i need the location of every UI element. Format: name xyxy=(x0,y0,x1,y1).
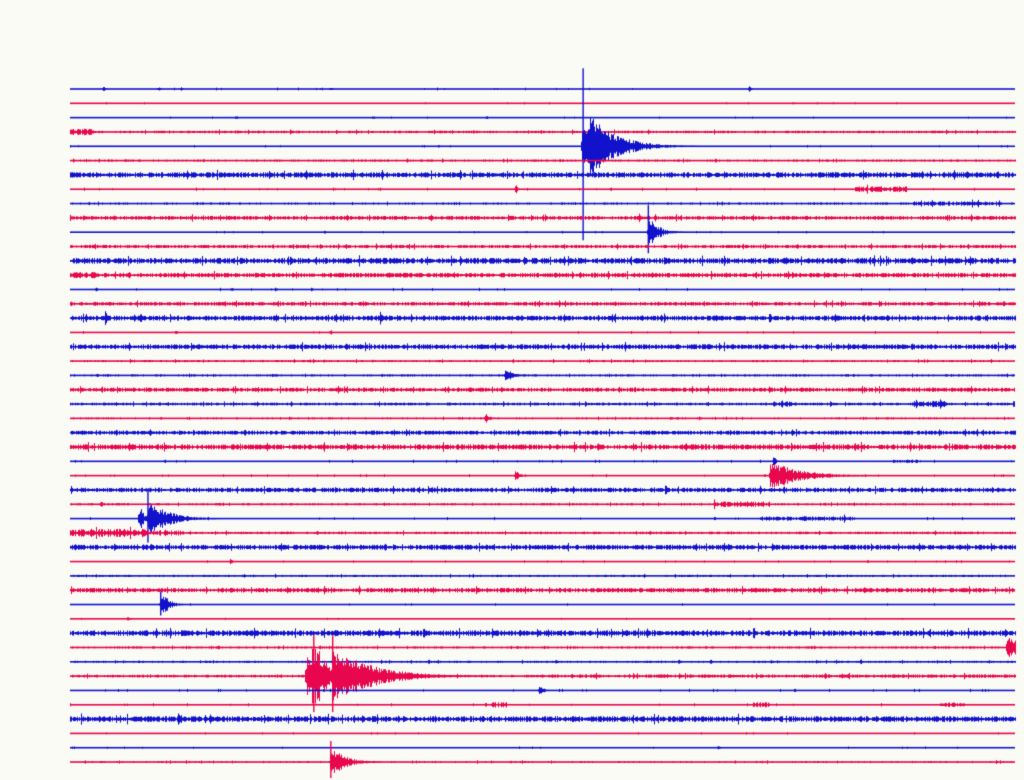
helicorder-page: HT Sigri (Lesvos) 2025-05-20 Applied fil… xyxy=(0,0,1024,780)
helicorder-canvas xyxy=(0,0,1024,780)
